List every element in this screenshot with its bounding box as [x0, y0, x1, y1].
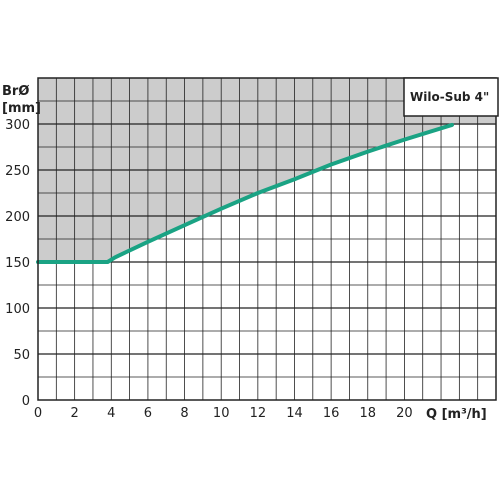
x-tick-label: 8: [180, 406, 188, 421]
x-tick-label: 20: [396, 406, 413, 421]
series-line-layer: [36, 122, 455, 264]
x-tick-label: 2: [70, 406, 78, 421]
y-tick-label: 300: [5, 118, 30, 133]
x-tick-label: 12: [250, 406, 267, 421]
y-tick-label: 50: [13, 348, 30, 363]
x-tick-label: 16: [323, 406, 340, 421]
x-tick-label: 18: [359, 406, 376, 421]
plot-frame: [37, 77, 497, 401]
x-tick-label: 4: [107, 406, 115, 421]
y-tick-label: 0: [22, 394, 30, 409]
title-box: [403, 77, 499, 117]
x-tick-label: 6: [144, 406, 152, 421]
y-tick-label: 200: [5, 210, 30, 225]
y-axis-label-line2: [mm]: [2, 101, 41, 116]
y-axis-label-line1: BrØ: [2, 84, 29, 99]
x-tick-label: 10: [213, 406, 230, 421]
x-tick-label: 0: [34, 406, 42, 421]
y-tick-label: 250: [5, 164, 30, 179]
chart-title: Wilo-Sub 4": [410, 90, 489, 104]
grid-layer: [38, 78, 496, 400]
y-tick-label: 150: [5, 256, 30, 271]
y-tick-label: 100: [5, 302, 30, 317]
plot-frame-layer: [37, 77, 497, 401]
series-line: [36, 122, 455, 264]
x-tick-label: 14: [286, 406, 303, 421]
x-axis-label: Q [m³/h]: [426, 407, 487, 422]
